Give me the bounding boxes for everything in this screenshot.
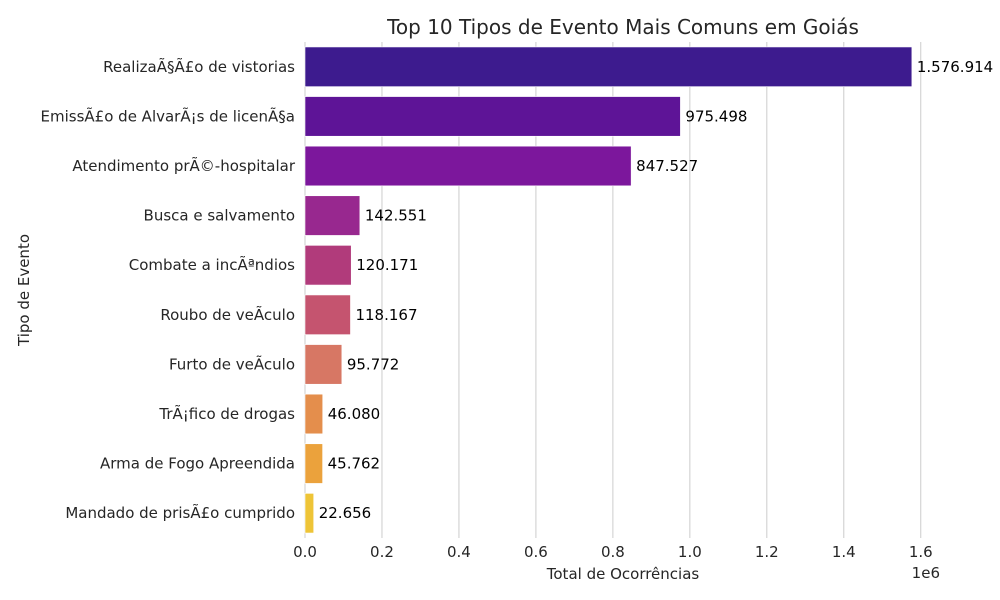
bar-value-label: 95.772 bbox=[347, 355, 400, 373]
y-axis-label: Tipo de Evento bbox=[15, 234, 33, 347]
bar bbox=[304, 493, 315, 534]
x-tick-label: 0.6 bbox=[524, 543, 548, 561]
x-tick-label: 0.8 bbox=[601, 543, 625, 561]
category-label: EmissÃ£o de AlvarÃ¡s de licenÃ§a bbox=[41, 106, 295, 125]
x-tick-label: 1.0 bbox=[678, 543, 702, 561]
x-tick-label: 1.4 bbox=[832, 543, 856, 561]
x-axis-offset-label: 1e6 bbox=[912, 564, 940, 582]
category-label: Atendimento prÃ©-hospitalar bbox=[72, 156, 295, 175]
bar-value-label: 847.527 bbox=[636, 157, 698, 175]
bar-value-label: 46.080 bbox=[328, 405, 381, 423]
bar-value-label: 1.576.914 bbox=[917, 58, 993, 76]
category-label: Mandado de prisÃ£o cumprido bbox=[65, 503, 295, 522]
x-tick-label: 1.6 bbox=[909, 543, 933, 561]
x-tick-labels: 0.0 0.2 0.4 0.6 0.8 1.0 1.2 1.4 1.6 bbox=[293, 543, 933, 561]
bar bbox=[304, 393, 324, 435]
bar bbox=[304, 344, 343, 385]
bar-value-label: 45.762 bbox=[328, 455, 381, 473]
bar bbox=[304, 145, 632, 187]
bars bbox=[304, 46, 913, 534]
x-tick-label: 0.4 bbox=[447, 543, 471, 561]
category-label: Combate a incÃªndios bbox=[129, 255, 295, 274]
x-tick-label: 1.2 bbox=[755, 543, 779, 561]
bar bbox=[304, 96, 681, 137]
bar-value-label: 22.656 bbox=[319, 504, 372, 522]
category-label: TrÃ¡fico de drogas bbox=[158, 404, 295, 423]
chart-title: Top 10 Tipos de Evento Mais Comuns em Go… bbox=[386, 15, 859, 39]
data-labels: 1.576.914 975.498 847.527 142.551 120.171 118… bbox=[319, 58, 993, 522]
bar bbox=[304, 46, 913, 87]
x-axis-label: Total de Ocorrências bbox=[546, 565, 700, 583]
category-label: RealizaÃ§Ã£o de vistorias bbox=[103, 57, 295, 76]
bar bbox=[304, 195, 361, 236]
category-label: Arma de Fogo Apreendida bbox=[100, 455, 295, 473]
bar bbox=[304, 294, 351, 335]
category-label: Roubo de veÃ­culo bbox=[160, 305, 295, 324]
x-tick-label: 0.2 bbox=[370, 543, 394, 561]
bar-value-label: 975.498 bbox=[685, 107, 747, 125]
bar-value-label: 142.551 bbox=[365, 207, 427, 225]
bar bbox=[304, 443, 323, 484]
x-tick-label: 0.0 bbox=[293, 543, 317, 561]
category-label: Busca e salvamento bbox=[144, 207, 295, 225]
category-labels: RealizaÃ§Ã£o de vistorias EmissÃ£o de Alv… bbox=[41, 57, 296, 522]
bar bbox=[304, 245, 352, 286]
bar-value-label: 120.171 bbox=[356, 256, 418, 274]
bar-value-label: 118.167 bbox=[355, 306, 417, 324]
category-label: Furto de veÃ­culo bbox=[169, 354, 295, 373]
